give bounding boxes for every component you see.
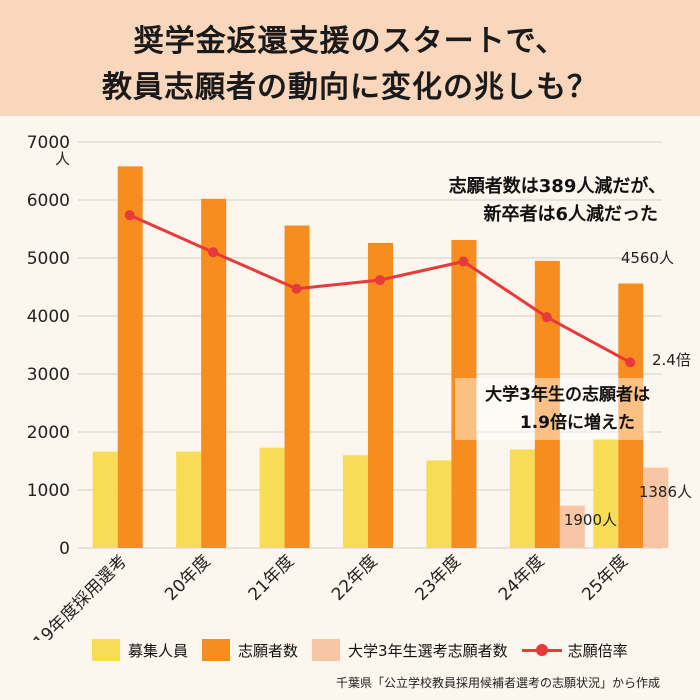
data-label-ratio: 2.4倍: [652, 351, 691, 369]
legend-swatch-recruits: [92, 639, 120, 661]
y-tick-label: 0: [59, 539, 70, 559]
y-tick-label: 6000: [27, 191, 70, 211]
annotation-mid-line-1: 大学3年生の志願者は: [485, 384, 650, 405]
legend-marker-ratio: [521, 639, 562, 661]
y-tick-label: 4000: [27, 307, 70, 327]
bar-applicants: [368, 242, 393, 549]
bar-applicants: [618, 283, 644, 548]
annotation-top-line-1: 志願者数は389人減だが、: [449, 175, 666, 197]
ratio-point: [458, 256, 469, 267]
x-tick-label: 22年度: [328, 551, 381, 604]
annotation-top-line-2: 新卒者は6人減だった: [483, 203, 658, 225]
bar-recruits: [343, 455, 368, 548]
legend-label-recruits: 募集人員: [128, 641, 189, 660]
bar-recruits: [176, 451, 202, 548]
bar-applicants: [117, 166, 143, 549]
bar-students: [559, 505, 585, 548]
ratio-point: [625, 357, 636, 368]
x-tick-label: 20年度: [161, 551, 214, 604]
bar-recruits: [426, 460, 452, 548]
ratio-point: [375, 275, 385, 286]
ratio-point: [124, 210, 135, 221]
bar-recruits: [509, 449, 535, 548]
legend-swatch-students: [312, 639, 341, 661]
x-tick-label: 23年度: [411, 551, 464, 604]
y-tick-label: 1000: [27, 481, 70, 501]
chart-legend: 募集人員 志願者数 大学3年生選考志願者数 志願倍率: [92, 638, 642, 662]
title-band: [0, 0, 700, 116]
x-tick-label: 21年度: [245, 551, 298, 604]
legend-item-applicants: 志願者数: [202, 639, 298, 661]
data-label-1386: 1386人: [639, 483, 692, 501]
legend-label-ratio: 志願倍率: [567, 641, 628, 660]
y-unit-label: 人: [55, 150, 70, 168]
title-line-1: 奨学金返還支援のスタートで、: [133, 24, 567, 59]
title-line-2: 教員志願者の動向に変化の兆しも？: [102, 70, 598, 105]
ratio-point: [208, 247, 219, 258]
y-tick-label: 2000: [27, 423, 70, 443]
y-tick-label: 7000: [27, 133, 70, 153]
legend-item-ratio: 志願倍率: [521, 639, 628, 661]
legend-swatch-applicants: [202, 639, 231, 661]
annotation-mid-line-2: 1.9倍に増えた: [520, 412, 635, 433]
ratio-point: [291, 283, 302, 294]
x-tick-label: 24年度: [495, 551, 548, 604]
bar-students: [643, 467, 669, 548]
legend-item-students: 大学3年生選考志願者数: [312, 639, 508, 661]
legend-item-recruits: 募集人員: [92, 639, 188, 661]
y-tick-label: 3000: [27, 365, 70, 385]
bar-applicants: [284, 225, 310, 548]
legend-label-applicants: 志願者数: [238, 641, 299, 660]
y-tick-label: 5000: [27, 249, 70, 269]
ratio-point: [541, 312, 552, 323]
bar-recruits: [92, 451, 118, 548]
data-label-1900: 1900人: [564, 511, 617, 529]
bar-applicants: [534, 260, 560, 548]
bar-recruits: [593, 438, 619, 548]
annotation-band: [455, 378, 650, 440]
source-note: 千葉県「公立学校教員採用候補者選考の志願状況」から作成: [335, 676, 660, 690]
legend-label-students: 大学3年生選考志願者数: [348, 641, 508, 660]
bar-recruits: [259, 447, 285, 548]
x-tick-label: 25年度: [578, 551, 631, 604]
bar-applicants: [451, 240, 477, 548]
x-tick-label: 2019年度採用選考: [14, 551, 131, 640]
data-label-4560: 4560人: [621, 249, 674, 267]
